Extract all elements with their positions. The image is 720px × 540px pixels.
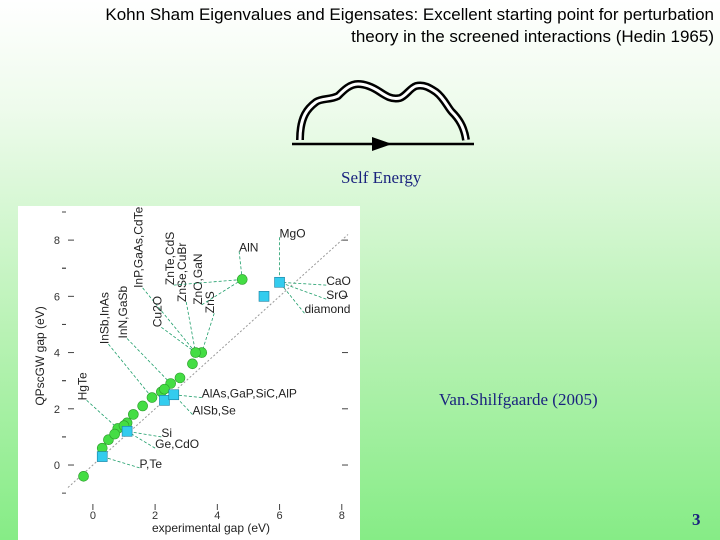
reference-line — [67, 234, 349, 488]
y-tick-label: 2 — [54, 404, 60, 416]
credit-label: Van.Shilfgaarde (2005) — [439, 390, 598, 409]
annotation-label: ZnS — [203, 291, 217, 313]
annotation-label: SrO — [326, 288, 347, 302]
annotation-label: InN,GaSb — [116, 285, 130, 338]
annotation-label: HgTe — [76, 372, 90, 400]
annotation-label: InP,GaAs,CdTe — [132, 206, 146, 287]
y-axis-label: QPscGW gap (eV) — [33, 306, 47, 405]
annotation-label: InSb,InAs — [97, 292, 111, 344]
data-point-circle — [174, 372, 186, 384]
annotation-arrow — [173, 279, 243, 286]
self-energy-label: Self Energy — [341, 168, 422, 187]
annotation-label: MgO — [280, 226, 306, 240]
annotation-arrow — [126, 338, 171, 384]
annotation-arrow — [279, 281, 327, 300]
chart-points — [78, 274, 285, 482]
self-energy-diagram — [292, 79, 474, 151]
annotation-arrow — [102, 456, 140, 469]
data-point-square — [159, 395, 170, 406]
data-point-circle — [187, 358, 198, 370]
data-point-circle — [159, 383, 170, 395]
title-line-1: Kohn Sham Eigenvalues and Eigensates: Ex… — [105, 5, 714, 24]
data-point-square — [274, 276, 285, 288]
data-point-circle — [78, 470, 89, 482]
annotation-label: AlAs,GaP,SiC,AlP — [202, 387, 297, 401]
annotation-label: AlN — [239, 240, 258, 254]
annotation-label: ZnTe,CdS — [163, 232, 177, 285]
slide-title: Kohn Sham Eigenvalues and Eigensates: Ex… — [40, 4, 714, 48]
x-axis-label: experimental gap (eV) — [152, 521, 270, 535]
y-tick-label: 8 — [54, 235, 60, 247]
x-tick-label: 2 — [152, 510, 158, 522]
annotation-label: Ge,CdO — [155, 437, 199, 451]
annotation-arrow — [279, 282, 305, 314]
slide-number: 3 — [692, 510, 701, 529]
annotation-arrow — [142, 287, 196, 353]
data-point-circle — [128, 409, 139, 420]
data-point-square — [96, 451, 108, 462]
annotation-arrow — [127, 430, 162, 438]
data-point-circle — [137, 400, 148, 412]
x-tick-label: 6 — [276, 510, 282, 522]
data-point-square — [168, 389, 180, 401]
title-line-2: theory in the screened interactions (Hed… — [351, 27, 714, 46]
annotation-arrow — [201, 313, 215, 353]
annotation-arrow — [201, 279, 243, 306]
annotation-label: Si — [161, 426, 172, 440]
annotation-arrow — [86, 400, 119, 429]
data-point-circle — [236, 274, 248, 285]
x-tick-label: 4 — [214, 510, 220, 522]
x-tick-label: 0 — [90, 510, 96, 522]
annotation-label: P,Te — [140, 457, 163, 471]
data-point-circle — [146, 392, 158, 403]
y-tick-label: 4 — [54, 348, 60, 360]
chart-background — [18, 206, 360, 540]
annotation-label: ZnSe,CuBr — [175, 243, 189, 302]
x-tick-label: 8 — [339, 510, 345, 522]
annotation-arrow — [185, 301, 196, 353]
propagator-arrow-icon — [372, 137, 392, 151]
annotation-label: ZnO,GaN — [191, 253, 205, 304]
annotation-label: Cu2O — [150, 296, 164, 327]
annotation-label: AlSb,Se — [192, 403, 236, 417]
annotation-label: diamond — [304, 302, 350, 316]
annotation-arrow — [279, 281, 327, 286]
data-point-square — [258, 291, 270, 302]
chart-axes: 0 2 4 6 8 0 2 4 6 8 — [54, 211, 348, 522]
y-tick-label: 0 — [54, 460, 60, 472]
data-point-circle — [109, 428, 120, 440]
annotation-label: CaO — [326, 274, 351, 288]
interaction-wiggle-line-inner — [298, 82, 468, 141]
annotation-arrow — [161, 326, 196, 353]
y-tick-label: 6 — [54, 291, 60, 303]
annotation-arrow — [108, 343, 153, 398]
data-point-circle — [190, 347, 201, 358]
data-point-square — [121, 425, 133, 437]
